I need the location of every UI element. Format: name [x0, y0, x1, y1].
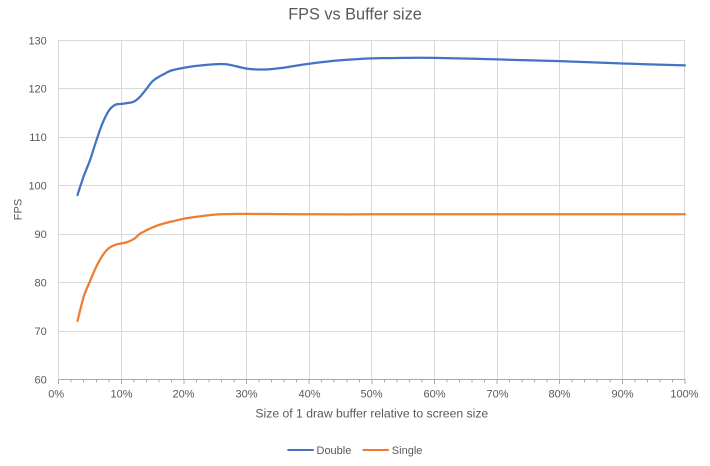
- svg-text:70%: 70%: [486, 389, 508, 401]
- svg-text:90%: 90%: [611, 389, 633, 401]
- svg-text:70: 70: [35, 326, 47, 338]
- svg-text:120: 120: [28, 83, 46, 95]
- svg-text:0%: 0%: [48, 389, 64, 401]
- svg-text:Double: Double: [317, 445, 352, 457]
- svg-text:90: 90: [35, 229, 47, 241]
- svg-text:FPS vs Buffer size: FPS vs Buffer size: [288, 6, 422, 24]
- svg-text:10%: 10%: [110, 389, 132, 401]
- svg-text:20%: 20%: [172, 389, 194, 401]
- svg-text:Size of 1 draw buffer relative: Size of 1 draw buffer relative to screen…: [255, 407, 488, 421]
- svg-text:60%: 60%: [423, 389, 445, 401]
- svg-text:50%: 50%: [360, 389, 382, 401]
- svg-text:100%: 100%: [670, 389, 698, 401]
- svg-text:80: 80: [35, 277, 47, 289]
- svg-text:80%: 80%: [548, 389, 570, 401]
- svg-text:60: 60: [35, 374, 47, 386]
- svg-text:Single: Single: [392, 445, 423, 457]
- svg-text:30%: 30%: [235, 389, 257, 401]
- svg-text:FPS: FPS: [12, 199, 24, 220]
- svg-text:40%: 40%: [298, 389, 320, 401]
- svg-text:110: 110: [29, 132, 47, 144]
- svg-text:130: 130: [28, 35, 46, 47]
- svg-text:100: 100: [28, 180, 46, 192]
